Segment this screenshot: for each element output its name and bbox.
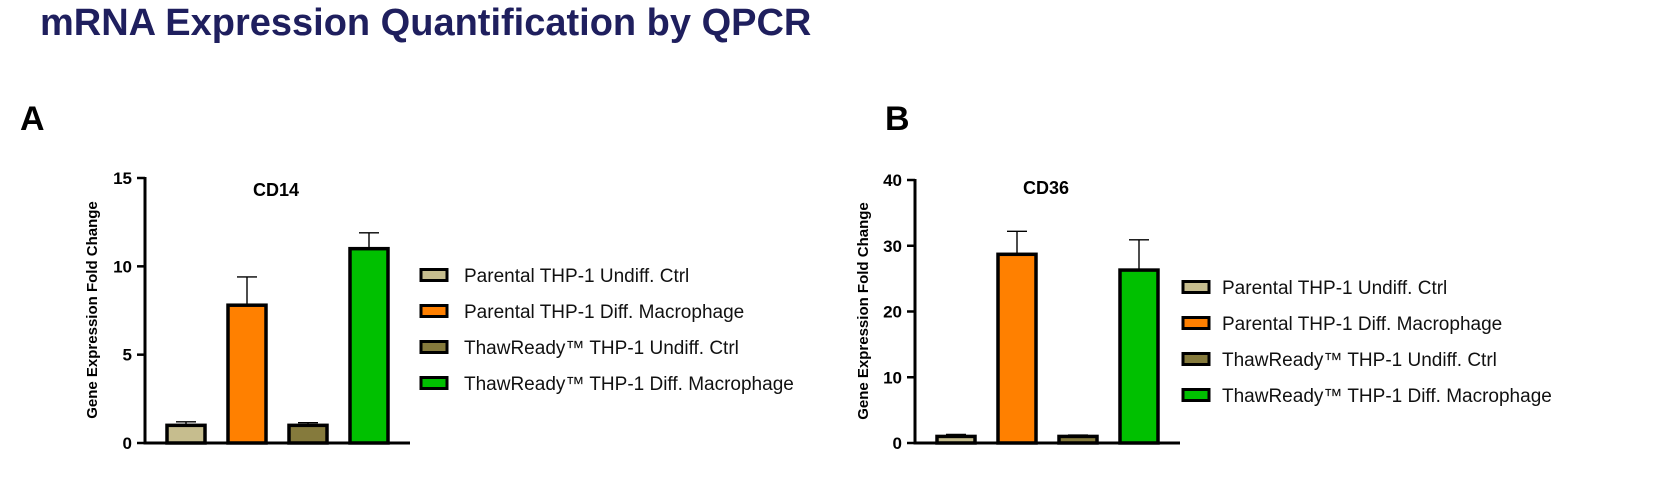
y-tick-label: 40 (883, 171, 902, 190)
legend-swatch-2 (419, 304, 449, 318)
bar-3 (1057, 434, 1099, 445)
legend-swatch-3 (419, 340, 449, 354)
legend-swatch-3 (1181, 352, 1211, 366)
y-axis-label: Gene Expression Fold Change (84, 201, 101, 419)
y-axis-label: Gene Expression Fold Change (855, 202, 872, 420)
legend-label-3: ThawReady™ THP-1 Undiff. Ctrl (1222, 350, 1497, 371)
legend-swatch-2 (1181, 316, 1211, 330)
y-tick-label: 20 (883, 303, 902, 322)
y-tick-label: 5 (123, 346, 132, 365)
bar-1 (935, 434, 977, 445)
legend-label-2: Parental THP-1 Diff. Macrophage (1222, 314, 1502, 335)
legend-label-2: Parental THP-1 Diff. Macrophage (464, 302, 744, 323)
y-tick-label: 0 (123, 434, 132, 453)
bar-4 (348, 246, 390, 445)
y-tick-label: 10 (883, 368, 902, 387)
legend-label-1: Parental THP-1 Undiff. Ctrl (1222, 278, 1447, 299)
panel-a-label: A (20, 100, 45, 138)
legend-swatch-1 (419, 268, 449, 282)
chart-title: CD36 (1023, 178, 1069, 198)
legend-label-4: ThawReady™ THP-1 Diff. Macrophage (464, 374, 794, 395)
legend-label-3: ThawReady™ THP-1 Undiff. Ctrl (464, 338, 739, 359)
panel-b-label: B (885, 100, 910, 138)
bar-2 (996, 252, 1038, 445)
y-tick-label: 30 (883, 237, 902, 256)
y-tick-label: 15 (113, 169, 132, 188)
bar-2 (226, 303, 268, 445)
chart-title: CD14 (253, 180, 299, 200)
legend-swatch-4 (419, 376, 449, 390)
legend-swatch-4 (1181, 388, 1211, 402)
legend-label-4: ThawReady™ THP-1 Diff. Macrophage (1222, 386, 1552, 407)
bar-4 (1118, 268, 1160, 445)
y-tick-label: 10 (113, 257, 132, 276)
page-title: mRNA Expression Quantification by QPCR (40, 2, 812, 44)
legend-label-1: Parental THP-1 Undiff. Ctrl (464, 266, 689, 287)
y-tick-label: 0 (893, 434, 902, 453)
legend-swatch-1 (1181, 280, 1211, 294)
